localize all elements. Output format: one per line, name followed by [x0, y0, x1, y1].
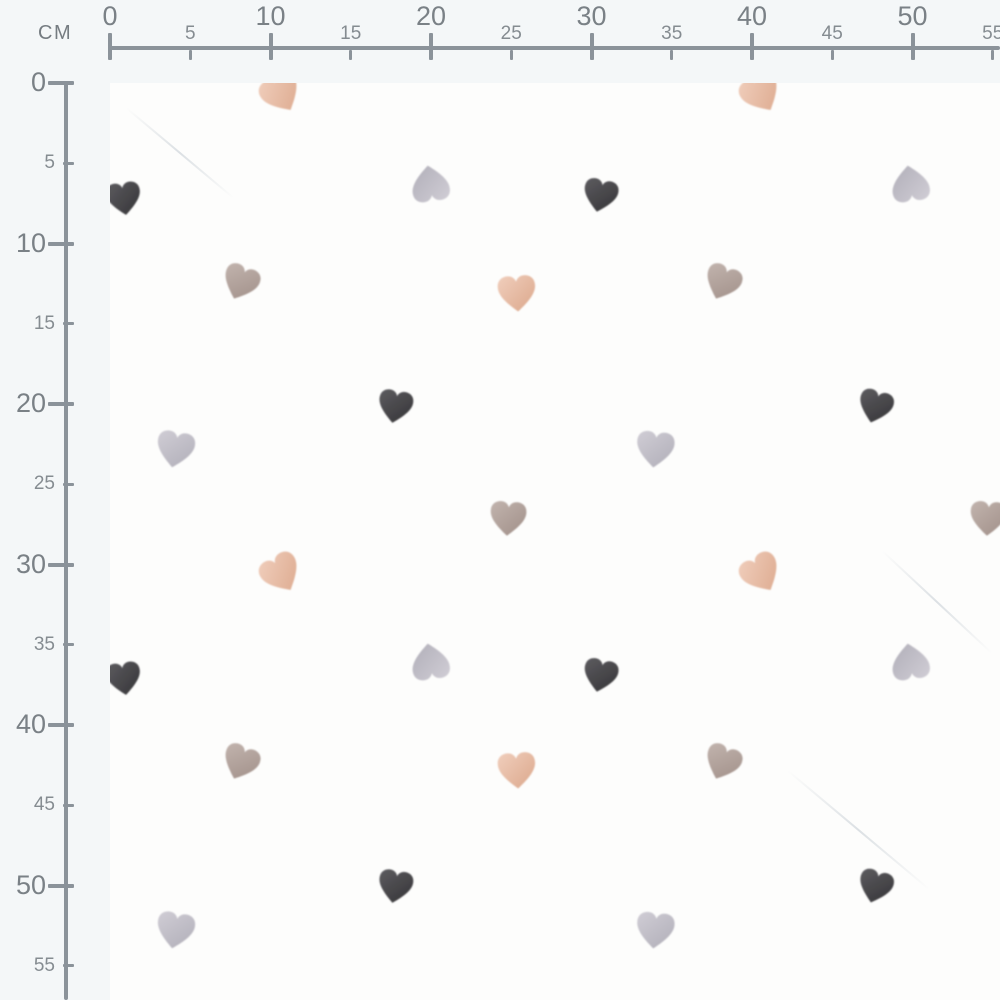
h-ruler-tick-25	[509, 50, 513, 60]
v-ruler-label-0: 0	[30, 67, 46, 97]
v-ruler-tick-20	[48, 402, 74, 406]
v-ruler-label-55: 55	[33, 954, 55, 976]
heart-motif-dark	[584, 658, 619, 692]
h-ruler-tick-0	[108, 33, 112, 60]
heart-motif-taupe	[490, 501, 527, 536]
h-ruler-label-5: 5	[184, 23, 196, 44]
heart-motif-peach	[497, 752, 536, 789]
heart-motif-gray	[157, 911, 196, 949]
heart-motif-dark	[379, 869, 414, 903]
v-ruler-tick-35	[63, 643, 74, 647]
horizontal-ruler-line	[108, 46, 1000, 50]
h-ruler-label-55: 55	[982, 23, 1000, 44]
heart-motif-gray	[412, 165, 450, 203]
h-ruler-tick-40	[750, 33, 754, 60]
h-ruler-label-50: 50	[897, 1, 928, 31]
ruler-unit-label: CM	[38, 22, 73, 44]
v-ruler-label-40: 40	[15, 709, 46, 739]
heart-motif-taupe	[707, 743, 743, 779]
h-ruler-label-20: 20	[415, 1, 447, 31]
vertical-ruler-line	[64, 81, 68, 1000]
h-ruler-label-15: 15	[340, 23, 362, 44]
v-ruler-tick-50	[48, 883, 74, 888]
v-ruler-tick-40	[48, 723, 74, 727]
v-ruler-label-15: 15	[33, 312, 55, 334]
heart-motif-gray	[637, 430, 675, 468]
v-ruler-tick-0	[48, 81, 74, 85]
h-ruler-tick-5	[188, 50, 192, 60]
v-ruler-tick-25	[63, 482, 74, 486]
v-ruler-tick-45	[63, 803, 74, 807]
v-ruler-label-25: 25	[33, 473, 55, 495]
heart-motif-dark	[860, 388, 894, 423]
v-ruler-tick-55	[63, 964, 74, 968]
h-ruler-tick-20	[429, 33, 433, 60]
heart-motif-taupe	[225, 743, 261, 779]
v-ruler-tick-30	[48, 562, 74, 567]
h-ruler-label-30: 30	[576, 1, 607, 31]
heart-motif-dark	[379, 389, 414, 423]
heart-motif-gray	[412, 643, 450, 681]
h-ruler-tick-30	[589, 33, 594, 60]
h-ruler-tick-15	[349, 50, 353, 60]
heart-motif-gray	[892, 165, 930, 203]
heart-motif-dark	[584, 178, 619, 212]
h-ruler-tick-50	[910, 33, 915, 60]
h-ruler-label-25: 25	[500, 23, 522, 44]
heart-motif-taupe	[707, 263, 743, 299]
v-ruler-label-45: 45	[33, 794, 55, 816]
v-ruler-label-10: 10	[15, 227, 46, 258]
heart-motif-peach	[738, 83, 777, 110]
heart-motif-dark	[110, 661, 140, 695]
h-ruler-tick-45	[830, 50, 834, 60]
h-ruler-label-0: 0	[102, 1, 118, 31]
heart-motif-gray	[892, 643, 930, 681]
h-ruler-label-40: 40	[736, 1, 768, 31]
h-ruler-label-45: 45	[821, 23, 843, 44]
heart-motif-dark	[110, 181, 140, 215]
fabric-swatch	[110, 83, 1000, 1000]
heart-motif-peach	[258, 551, 297, 590]
v-ruler-label-35: 35	[33, 633, 55, 655]
heart-motif-peach	[738, 551, 777, 590]
v-ruler-label-50: 50	[15, 869, 46, 900]
v-ruler-label-5: 5	[44, 152, 55, 174]
h-ruler-tick-55	[991, 50, 995, 60]
v-ruler-label-30: 30	[15, 548, 46, 579]
v-ruler-tick-10	[48, 241, 74, 246]
v-ruler-tick-15	[63, 322, 74, 326]
heart-motif-peach	[497, 275, 536, 312]
v-ruler-tick-5	[63, 161, 74, 165]
heart-motif-gray	[637, 911, 675, 949]
v-ruler-label-20: 20	[15, 388, 46, 418]
h-ruler-label-35: 35	[661, 23, 683, 44]
h-ruler-tick-35	[670, 50, 674, 60]
heart-motif-taupe	[225, 263, 261, 299]
heart-motif-peach	[258, 83, 297, 110]
h-ruler-label-10: 10	[255, 1, 286, 31]
heart-motif-dark	[860, 868, 894, 903]
h-ruler-tick-10	[268, 33, 273, 60]
heart-motif-taupe	[970, 501, 1000, 536]
heart-motif-gray	[157, 430, 196, 468]
